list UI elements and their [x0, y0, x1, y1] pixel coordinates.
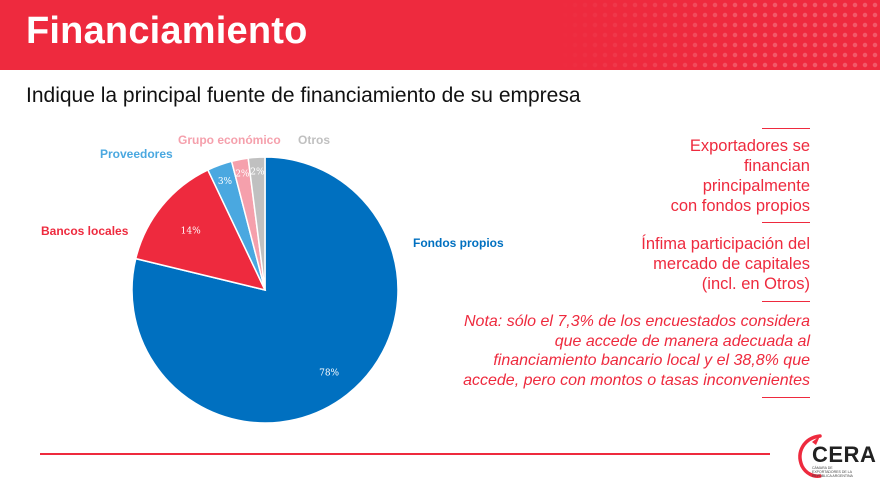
question-subtitle: Indique la principal fuente de financiam…	[26, 84, 581, 107]
pie-category-label: Otros	[298, 133, 330, 147]
note1-top-divider	[762, 128, 810, 129]
pie-category-label: Fondos propios	[413, 236, 504, 250]
pie-chart: 78% Fondos propios 14% Bancos locales 3% Prov…	[41, 133, 504, 424]
pie-slice-bancos-locales	[134, 168, 267, 292]
note3-top-divider	[762, 301, 810, 302]
pie-value-label: 78%	[319, 369, 339, 379]
pie-category-label: Grupo económico	[178, 133, 281, 147]
note-exportadores: Exportadores se financian principalmente…	[670, 137, 810, 215]
cera-logo-icon	[798, 434, 822, 478]
pie-category-label: Bancos locales	[41, 224, 129, 238]
footer-divider	[40, 453, 770, 455]
logo-subtitle: CÁMARA DE EXPORTADORES DE LA REPÚBLICA A…	[812, 466, 853, 478]
pie-value-label: 2%	[235, 169, 250, 179]
note-mercado-capitales: Ínfima participación del mercado de capi…	[641, 235, 810, 293]
pie-value-label: 2%	[250, 168, 265, 178]
pie-value-label: 14%	[181, 227, 201, 237]
pie-slice-otros	[247, 156, 266, 291]
note-financiamiento-bancario: Nota: sólo el 7,3% de los encuestados co…	[463, 313, 810, 389]
pie-value-label: 3%	[218, 177, 233, 187]
logo-name: CERA	[812, 442, 877, 467]
page-title: Financiamiento	[26, 10, 308, 52]
note3-bottom-divider	[762, 397, 810, 398]
note2-top-divider	[762, 222, 810, 223]
pie-category-label: Proveedores	[100, 147, 173, 161]
header-bar: Financiamiento	[0, 0, 880, 70]
